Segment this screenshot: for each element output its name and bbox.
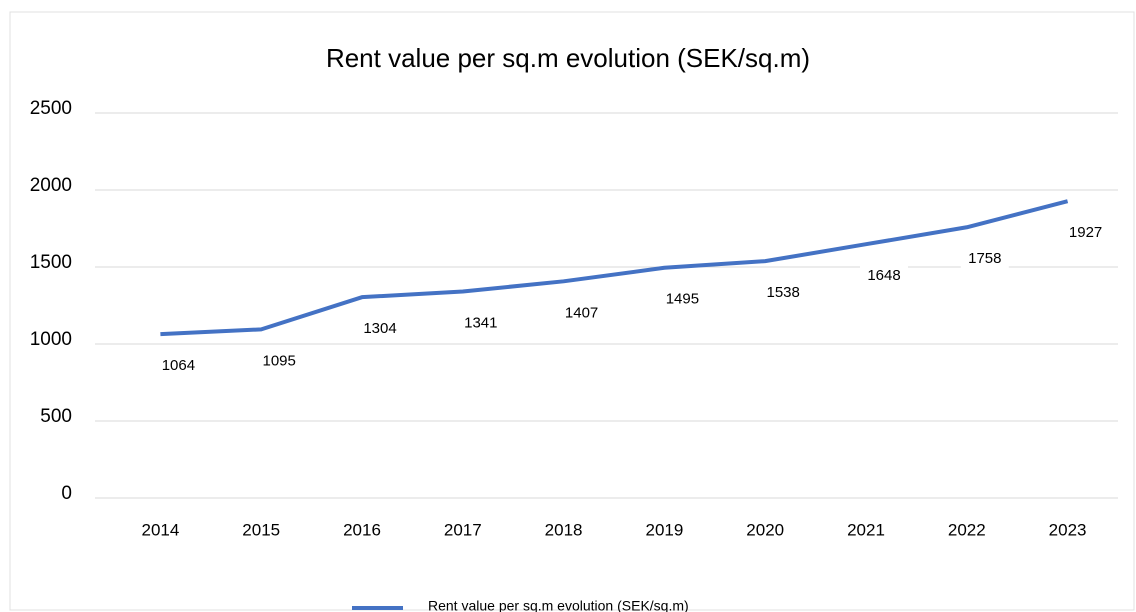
data-label-bg [1061, 223, 1110, 244]
data-line [160, 199, 1069, 337]
data-label: 1538 [767, 284, 800, 301]
chart-border [9, 11, 1135, 611]
data-label: 1304 [363, 320, 396, 337]
y-tick-label: 1000 [30, 329, 72, 350]
data-label: 1927 [1069, 224, 1102, 241]
x-tick-label: 2018 [545, 520, 583, 539]
x-tick-label: 2019 [645, 520, 683, 539]
y-tick-label: 500 [40, 406, 72, 427]
data-label-bg [154, 356, 203, 377]
x-tick-label: 2022 [948, 520, 986, 539]
x-tick-label: 2017 [444, 520, 482, 539]
data-label: 1341 [464, 314, 497, 331]
x-tick-label: 2015 [242, 520, 280, 539]
legend-label: Rent value per sq.m evolution (SEK/sq.m) [428, 598, 689, 612]
chart-title: Rent value per sq.m evolution (SEK/sq.m) [326, 43, 810, 73]
y-tick-label: 1500 [30, 252, 72, 273]
data-label: 1758 [968, 250, 1001, 267]
data-label: 1064 [162, 357, 195, 374]
data-label: 1095 [263, 352, 296, 369]
data-label-bg [456, 313, 505, 334]
x-tick-label: 2014 [141, 520, 179, 539]
data-label-bg [759, 283, 808, 304]
y-tick-label: 2500 [30, 98, 72, 119]
x-tick-label: 2021 [847, 520, 885, 539]
data-label: 1407 [565, 304, 598, 321]
data-label-bg [557, 303, 606, 324]
x-tick-label: 2016 [343, 520, 381, 539]
y-tick-label: 0 [61, 483, 72, 504]
y-tick-label: 2000 [30, 175, 72, 196]
x-tick-label: 2020 [746, 520, 784, 539]
x-tick-label: 2023 [1049, 520, 1087, 539]
data-label-bg [255, 351, 304, 372]
data-label: 1648 [867, 267, 900, 284]
data-label-bg [658, 289, 707, 310]
data-label-bg [356, 319, 404, 340]
data-label: 1495 [666, 291, 699, 308]
data-label-bg [860, 266, 908, 287]
data-label-bg [960, 249, 1009, 270]
